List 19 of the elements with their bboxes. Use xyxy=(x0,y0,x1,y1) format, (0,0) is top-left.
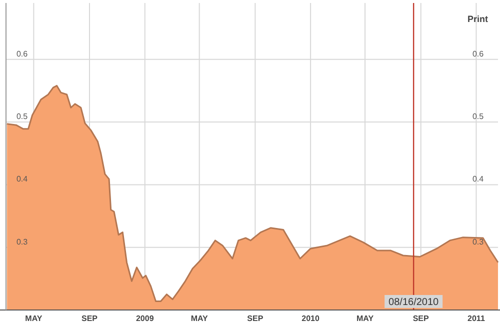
x-tick-label: 2011 xyxy=(468,314,486,323)
ref-line-label: 08/16/2010 xyxy=(388,297,440,308)
x-tick-label: SEP xyxy=(247,314,264,323)
annotation: Print xyxy=(467,14,488,24)
x-tick-label: MAY xyxy=(356,314,374,323)
y-tick-label: 0.5 xyxy=(16,112,28,122)
x-tick-label: SEP xyxy=(82,314,98,323)
y-tick-label: 0.3 xyxy=(16,237,28,246)
y2-tick-label: 0.6 xyxy=(472,49,484,58)
x-tick-label: MAY xyxy=(190,314,209,323)
y2-tick-label: 0.3 xyxy=(472,237,484,246)
y2-tick-label: 0.5 xyxy=(472,112,484,122)
y-tick-label: 0.6 xyxy=(16,49,28,58)
y-tick-label: 0.4 xyxy=(16,174,28,184)
x-tick-label: MAY xyxy=(25,314,43,323)
x-tick-label: SEP xyxy=(412,314,430,323)
x-tick-label: 2010 xyxy=(302,314,320,323)
y2-tick-label: 0.4 xyxy=(472,174,484,184)
x-tick-label: 2009 xyxy=(136,314,154,323)
